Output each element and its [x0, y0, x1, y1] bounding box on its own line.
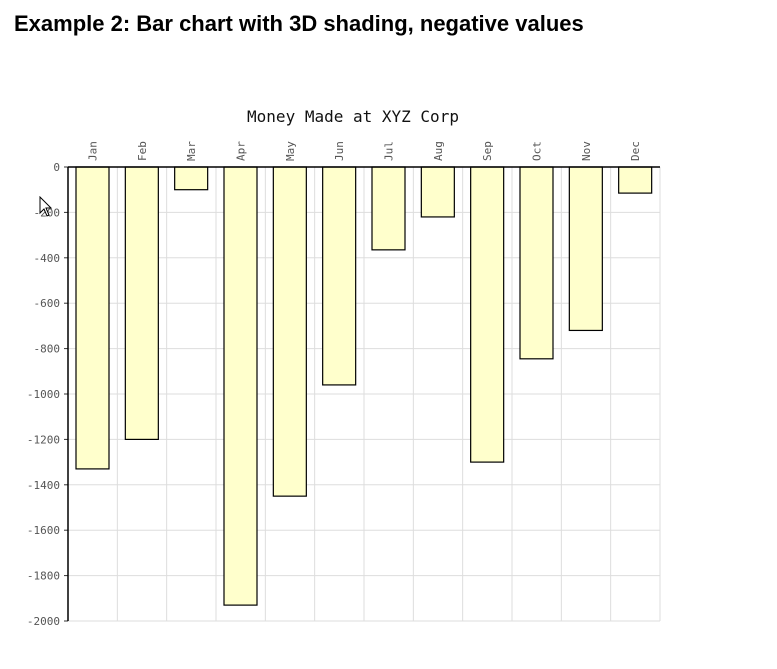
- y-tick-label: 0: [53, 161, 60, 174]
- bar-dec: [618, 166, 653, 194]
- x-tick-label: May: [284, 141, 297, 161]
- x-tick-label: Feb: [136, 141, 149, 161]
- x-tick-label: Nov: [580, 141, 593, 161]
- y-tick-label: -400: [34, 252, 61, 265]
- y-tick-label: -2000: [27, 615, 60, 628]
- bar-jul: [371, 166, 406, 251]
- bar-jan: [75, 166, 110, 470]
- x-tick-label: Jan: [87, 141, 100, 161]
- x-tick-label: Aug: [432, 141, 445, 161]
- x-tick-label: Mar: [185, 141, 198, 161]
- axes: [64, 166, 660, 622]
- bar-apr: [223, 166, 258, 606]
- bar-mar: [174, 166, 209, 191]
- x-tick-label: Jul: [383, 141, 396, 161]
- chart-title: Money Made at XYZ Corp: [247, 107, 459, 126]
- bars: [75, 166, 653, 606]
- tick-labels: 0-200-400-600-800-1000-1200-1400-1600-18…: [27, 141, 642, 628]
- mouse-pointer-icon: [39, 196, 53, 217]
- grid-lines: [68, 166, 661, 622]
- y-tick-label: -1400: [27, 479, 60, 492]
- bar-may: [272, 166, 307, 497]
- x-tick-label: Oct: [531, 141, 544, 161]
- bar-oct: [519, 166, 554, 360]
- bar-jun: [322, 166, 357, 386]
- y-tick-label: -1000: [27, 388, 60, 401]
- page-heading: Example 2: Bar chart with 3D shading, ne…: [14, 11, 584, 36]
- bar-aug: [420, 166, 455, 218]
- x-tick-label: Jun: [333, 141, 346, 161]
- x-tick-label: Dec: [629, 141, 642, 161]
- bar-nov: [568, 166, 603, 332]
- y-tick-label: -1200: [27, 433, 60, 446]
- y-tick-label: -800: [34, 343, 61, 356]
- bar-feb: [124, 166, 159, 440]
- y-tick-label: -600: [34, 297, 61, 310]
- x-tick-label: Apr: [235, 141, 248, 161]
- y-tick-label: -1600: [27, 524, 60, 537]
- y-tick-label: -1800: [27, 570, 60, 583]
- bar-sep: [470, 166, 505, 463]
- x-tick-label: Sep: [481, 141, 494, 161]
